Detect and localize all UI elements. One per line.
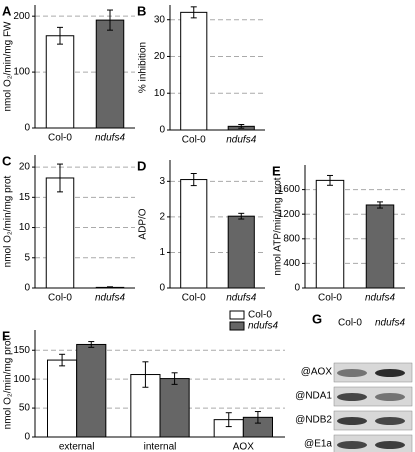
blot-band — [337, 393, 367, 401]
x-tick-label: internal — [144, 442, 177, 452]
error-bar — [107, 9, 113, 31]
x-tick-label: external — [59, 442, 95, 452]
y-tick-label: 15 — [19, 192, 31, 203]
row-label: @NDA1 — [295, 391, 332, 402]
panel-letter: B — [137, 3, 146, 18]
row-label: @E1a — [304, 439, 332, 450]
bar — [95, 19, 125, 129]
y-axis-label: nmol ATP/min/mg prot — [273, 177, 284, 275]
x-tick-label: Col-0 — [182, 135, 206, 146]
bar — [45, 35, 75, 129]
y-tick-label: 200 — [13, 11, 30, 22]
y-tick-label: 2 — [159, 212, 165, 223]
y-tick-label: 800 — [283, 233, 300, 244]
error-bar — [190, 6, 197, 19]
blot-band — [337, 369, 367, 377]
error-bar — [377, 201, 383, 209]
y-tick-label: 50 — [19, 403, 31, 414]
y-tick-label: 1200 — [278, 209, 301, 220]
bar — [227, 215, 255, 289]
legend-swatch — [229, 310, 245, 320]
panel-letter: A — [2, 3, 12, 18]
error-bar — [59, 353, 66, 367]
y-tick-label: 0 — [159, 283, 165, 294]
y-tick-label: 1 — [159, 247, 165, 258]
y-axis-label: nmol O₂/min/mg prot — [3, 175, 14, 267]
blot-strip — [333, 410, 413, 431]
error-bar — [171, 372, 178, 385]
y-tick-label: 0 — [24, 432, 30, 443]
error-bar — [238, 212, 245, 220]
x-tick-label: ndufs4 — [226, 293, 256, 304]
error-bar — [254, 411, 261, 424]
y-tick-label: 5 — [24, 252, 30, 263]
error-bar — [57, 163, 63, 193]
y-tick-label: 100 — [13, 67, 30, 78]
y-tick-label: 0 — [24, 283, 30, 294]
bar — [76, 343, 107, 438]
bar — [180, 11, 208, 131]
row-label: @NDB2 — [295, 415, 332, 426]
x-tick-label: Col-0 — [318, 293, 342, 304]
y-tick-label: 20 — [154, 51, 166, 62]
panel-letter: F — [2, 328, 10, 343]
x-tick-label: Col-0 — [182, 293, 206, 304]
x-tick-label: ndufs4 — [226, 135, 256, 146]
bar — [45, 177, 75, 289]
panel-letter: C — [2, 153, 12, 168]
blot-band — [337, 441, 367, 449]
y-axis-label: % inhibition — [138, 42, 149, 93]
legend-label: ndufs4 — [248, 321, 278, 332]
y-axis-label: nmol O₂/min/mg prot — [3, 337, 14, 429]
error-bar — [190, 173, 197, 187]
y-tick-label: 20 — [19, 162, 31, 173]
blot-band — [375, 441, 405, 449]
y-tick-label: 10 — [19, 222, 31, 233]
y-tick-label: 3 — [159, 176, 165, 187]
y-tick-label: 150 — [13, 345, 30, 356]
x-tick-label: ndufs4 — [95, 133, 125, 144]
panel-letter: D — [137, 158, 146, 173]
y-axis-label: nmol O₂/min/mg FW — [3, 21, 14, 112]
row-label: @AOX — [301, 367, 333, 378]
panel-letter: E — [272, 163, 281, 178]
y-tick-label: 0 — [294, 283, 300, 294]
y-tick-label: 30 — [154, 14, 166, 25]
blot-band — [375, 393, 405, 401]
legend-swatch — [229, 321, 245, 331]
y-tick-label: 10 — [154, 88, 166, 99]
bar — [180, 179, 208, 289]
y-tick-label: 100 — [13, 374, 30, 385]
x-tick-label: ndufs4 — [95, 293, 125, 304]
error-bar — [327, 174, 333, 186]
x-tick-label: AOX — [233, 442, 254, 452]
legend-label: Col-0 — [248, 310, 272, 321]
bar — [159, 378, 190, 438]
blot-strip — [333, 362, 413, 383]
bar — [365, 204, 395, 289]
y-axis-label: ADP/O — [138, 208, 149, 239]
bar — [47, 359, 78, 438]
y-tick-label: 400 — [283, 258, 300, 269]
bar — [315, 179, 345, 289]
blot-strip — [333, 386, 413, 407]
panel-letter: G — [312, 311, 322, 326]
blot-band — [375, 369, 405, 377]
lane-label: Col-0 — [338, 318, 362, 329]
error-bar — [88, 341, 95, 348]
y-tick-label: 1600 — [278, 184, 301, 195]
error-bar — [57, 26, 63, 45]
error-bar — [238, 123, 245, 129]
lane-label: ndufs4 — [375, 318, 405, 329]
blot-band — [337, 417, 367, 425]
blot-band — [375, 417, 405, 425]
error-bar — [142, 361, 149, 388]
error-bar — [225, 412, 232, 428]
y-tick-label: 0 — [159, 125, 165, 136]
y-tick-label: 0 — [24, 123, 30, 134]
x-tick-label: Col-0 — [48, 293, 72, 304]
x-tick-label: Col-0 — [48, 133, 72, 144]
x-tick-label: ndufs4 — [365, 293, 395, 304]
